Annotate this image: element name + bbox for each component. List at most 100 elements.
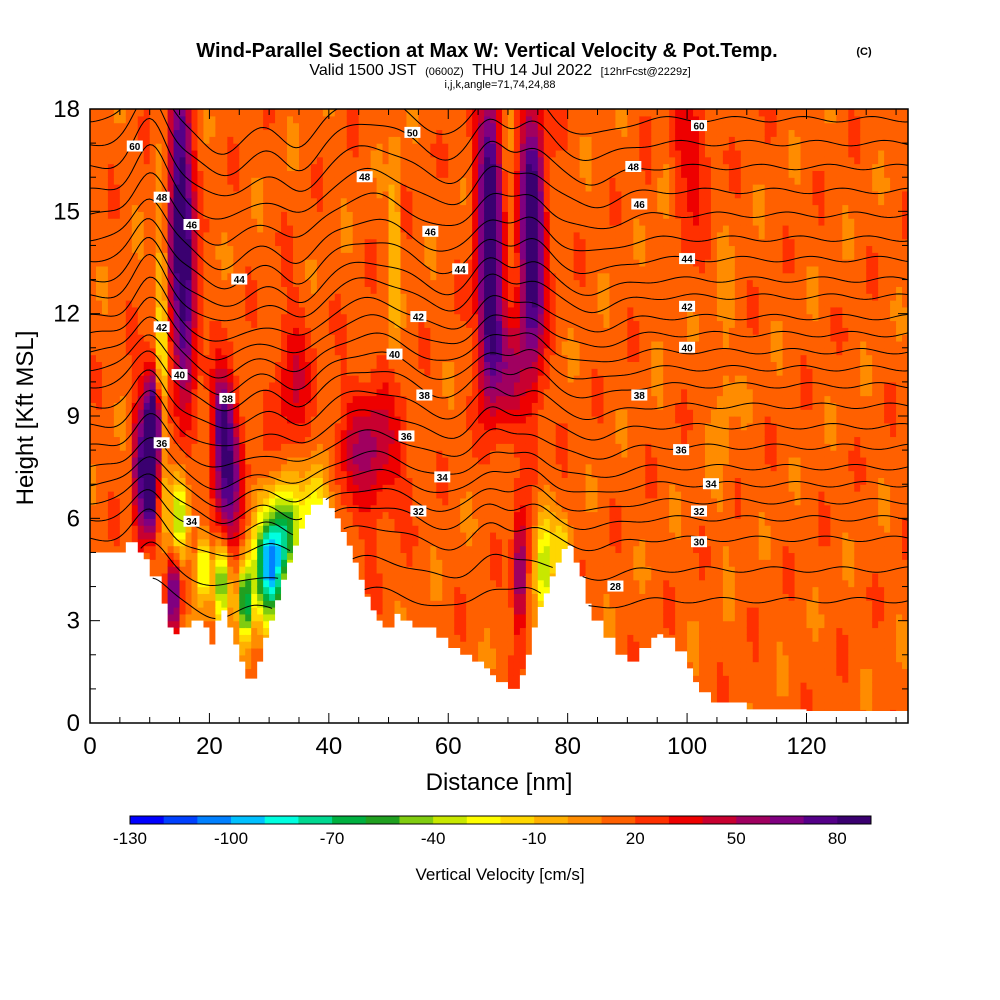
velocity-cell: [173, 416, 181, 424]
velocity-cell: [149, 361, 157, 369]
velocity-cell: [388, 375, 396, 383]
velocity-cell: [394, 313, 402, 322]
velocity-cell: [298, 334, 306, 342]
velocity-cell: [364, 566, 372, 574]
velocity-cell: [298, 143, 306, 151]
velocity-cell: [185, 320, 193, 328]
velocity-cell: [167, 484, 175, 492]
velocity-cell: [191, 190, 199, 199]
velocity-cell: [233, 607, 240, 615]
velocity-cell: [275, 443, 282, 451]
velocity-cell: [149, 156, 157, 165]
velocity-cell: [221, 184, 228, 192]
velocity-cell: [90, 429, 97, 438]
velocity-cell: [167, 286, 175, 294]
velocity-cell: [275, 320, 282, 328]
velocity-cell: [197, 340, 205, 349]
velocity-cell: [137, 245, 145, 253]
velocity-cell: [400, 238, 408, 247]
velocity-cell: [131, 149, 139, 158]
velocity-cell: [95, 436, 103, 444]
velocity-cell: [304, 156, 312, 165]
velocity-cell: [209, 552, 216, 560]
velocity-cell: [328, 293, 336, 301]
velocity-cell: [293, 136, 300, 144]
velocity-cell: [185, 538, 193, 547]
velocity-cell: [197, 252, 205, 260]
velocity-cell: [101, 422, 109, 431]
velocity-cell: [185, 286, 193, 294]
velocity-cell: [370, 463, 378, 472]
velocity-cell: [287, 450, 294, 458]
velocity-cell: [95, 511, 103, 519]
velocity-cell: [370, 306, 378, 315]
velocity-cell: [412, 470, 419, 478]
velocity-cell: [119, 361, 127, 369]
velocity-cell: [358, 443, 366, 451]
velocity-cell: [95, 402, 103, 410]
velocity-cell: [400, 109, 408, 117]
velocity-cell: [328, 497, 336, 506]
velocity-cell: [293, 368, 300, 376]
velocity-cell: [376, 279, 384, 287]
velocity-cell: [346, 170, 354, 178]
velocity-cell: [316, 293, 324, 301]
velocity-cell: [340, 279, 348, 287]
velocity-cell: [406, 306, 414, 315]
velocity-cell: [90, 313, 97, 322]
velocity-cell: [364, 347, 372, 356]
velocity-cell: [400, 354, 408, 363]
velocity-cell: [101, 109, 109, 117]
velocity-cell: [364, 559, 372, 567]
velocity-cell: [209, 197, 216, 206]
velocity-cell: [376, 340, 384, 349]
velocity-cell: [400, 375, 408, 383]
velocity-cell: [239, 170, 246, 178]
velocity-cell: [167, 416, 175, 424]
velocity-cell: [191, 586, 199, 594]
velocity-cell: [281, 456, 288, 465]
velocity-cell: [197, 566, 205, 574]
velocity-cell: [203, 463, 211, 472]
velocity-cell: [275, 340, 282, 349]
velocity-cell: [161, 511, 169, 519]
velocity-cell: [334, 456, 342, 465]
velocity-cell: [328, 416, 336, 424]
velocity-cell: [334, 450, 342, 458]
velocity-cell: [143, 177, 151, 185]
velocity-cell: [143, 109, 151, 117]
velocity-cell: [263, 531, 270, 540]
velocity-cell: [251, 136, 258, 144]
velocity-cell: [95, 211, 103, 219]
velocity-cell: [137, 538, 145, 547]
velocity-cell: [334, 361, 342, 369]
velocity-cell: [227, 381, 234, 390]
velocity-cell: [119, 170, 127, 178]
velocity-cell: [388, 197, 396, 206]
velocity-cell: [370, 443, 378, 451]
velocity-cell: [245, 422, 252, 431]
velocity-cell: [113, 122, 121, 131]
velocity-cell: [143, 129, 151, 137]
velocity-cell: [227, 354, 234, 363]
velocity-cell: [275, 238, 282, 247]
velocity-cell: [107, 265, 115, 274]
velocity-cell: [358, 381, 366, 390]
velocity-cell: [269, 136, 276, 144]
velocity-cell: [233, 231, 240, 240]
velocity-cell: [304, 197, 312, 206]
velocity-cell: [388, 293, 396, 301]
velocity-cell: [269, 579, 276, 588]
velocity-cell: [263, 436, 270, 444]
velocity-cell: [287, 463, 294, 472]
velocity-cell: [340, 395, 348, 403]
velocity-cell: [161, 136, 169, 144]
velocity-cell: [293, 170, 300, 178]
velocity-cell: [275, 211, 282, 219]
velocity-cell: [239, 579, 246, 588]
velocity-cell: [137, 491, 145, 499]
velocity-cell: [197, 450, 205, 458]
velocity-cell: [125, 470, 133, 478]
velocity-cell: [149, 416, 157, 424]
velocity-cell: [287, 238, 294, 247]
